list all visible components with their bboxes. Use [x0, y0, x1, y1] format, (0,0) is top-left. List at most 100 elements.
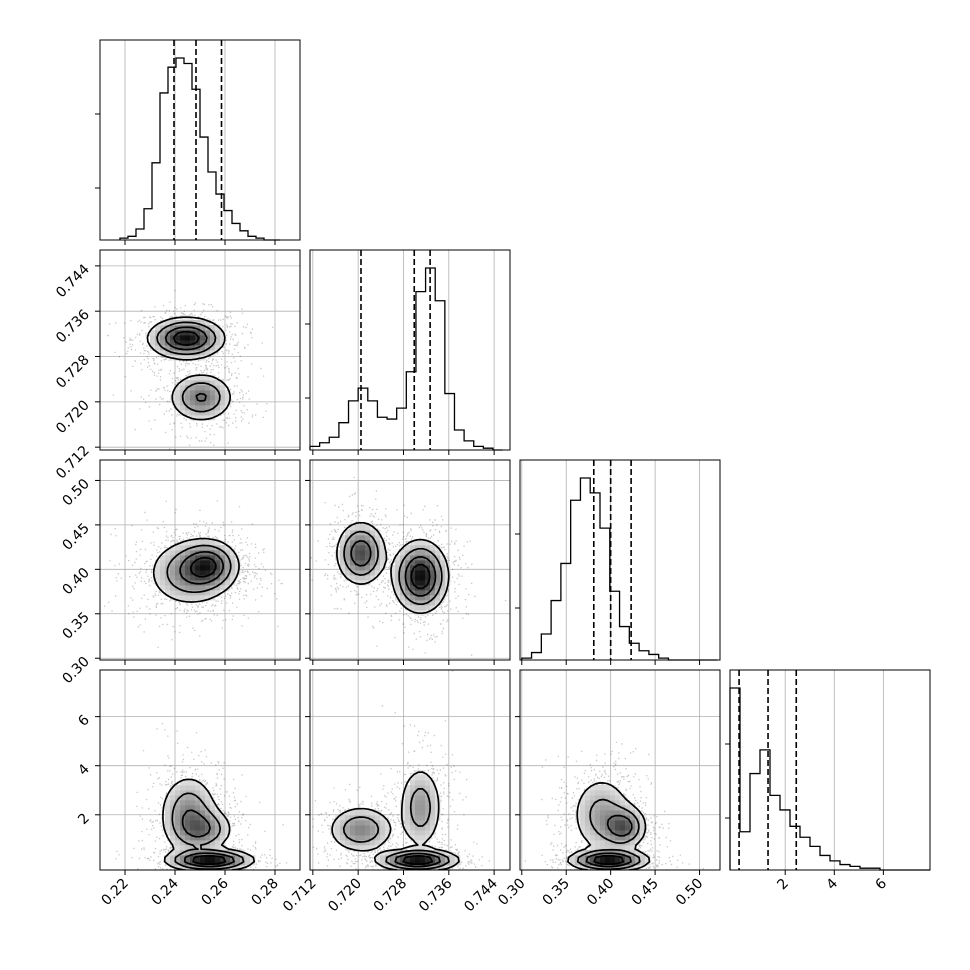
density-cell	[585, 790, 591, 796]
density-cell	[380, 545, 386, 551]
density-cell	[175, 570, 181, 576]
density-cell	[220, 555, 226, 561]
density-cell	[200, 325, 206, 331]
density-cell	[615, 795, 621, 801]
density-cell	[600, 820, 606, 826]
density-cell	[340, 830, 346, 836]
density-cell	[230, 575, 236, 581]
density-cell	[395, 590, 401, 596]
density-cell	[595, 785, 601, 791]
density-cell	[390, 575, 396, 581]
grid-lines	[124, 40, 276, 240]
density-cell	[625, 840, 631, 846]
x-tick-label: 0.712	[280, 876, 320, 916]
density-cell	[185, 380, 191, 386]
density-cell	[215, 850, 221, 856]
density-cell	[435, 600, 441, 606]
density-cell	[180, 845, 186, 851]
density-cell	[210, 810, 216, 816]
density-cell	[615, 855, 621, 861]
density-cell	[345, 810, 351, 816]
density-cell	[195, 410, 201, 416]
density-cell	[175, 840, 181, 846]
density-cell	[380, 560, 386, 566]
density-cell	[605, 840, 611, 846]
density-cell	[340, 555, 346, 561]
density-cell	[635, 865, 641, 870]
contour-line	[179, 550, 224, 585]
density-panel-1	[104, 500, 283, 648]
density-cell	[590, 795, 596, 801]
density-cell	[590, 800, 596, 806]
density-cell	[180, 380, 186, 386]
density-cell	[415, 795, 421, 801]
panel-frame	[99, 39, 301, 241]
density-cell	[185, 395, 191, 401]
density-cell	[165, 580, 171, 586]
density-cell	[420, 850, 426, 856]
density-cell	[190, 595, 196, 601]
density-cell	[200, 540, 206, 546]
density-cell	[580, 810, 586, 816]
density-cell	[350, 845, 356, 851]
density-cell	[200, 820, 206, 826]
density-cell	[425, 540, 431, 546]
density-cell	[360, 575, 366, 581]
density-cell	[180, 785, 186, 791]
density-cell	[430, 595, 436, 601]
density-cell	[615, 830, 621, 836]
density-cell	[195, 565, 201, 571]
density-cell	[425, 790, 431, 796]
density-cell	[165, 820, 171, 826]
x-tick-label: 2	[774, 876, 792, 894]
density-cell	[405, 810, 411, 816]
density-cell	[200, 835, 206, 841]
density-cell	[425, 585, 431, 591]
y-tick-label: 0.712	[53, 443, 93, 483]
density-cell	[580, 850, 586, 856]
density-cell	[155, 565, 161, 571]
density-cell	[365, 535, 371, 541]
density-cell	[205, 400, 211, 406]
density-cell	[215, 580, 221, 586]
density-cell	[195, 540, 201, 546]
density-cell	[185, 340, 191, 346]
contour-line	[593, 854, 625, 866]
density-cell	[620, 825, 626, 831]
density-cell	[620, 830, 626, 836]
density-cell	[595, 795, 601, 801]
density-cell	[435, 585, 441, 591]
density-cell	[210, 540, 216, 546]
density-cell	[195, 385, 201, 391]
density-cell	[585, 820, 591, 826]
density-cell	[405, 865, 411, 870]
density-cell	[400, 550, 406, 556]
density-cell	[430, 570, 436, 576]
density-cell	[175, 800, 181, 806]
density-cell	[600, 795, 606, 801]
density-cell	[190, 390, 196, 396]
density-cell	[195, 825, 201, 831]
density-cell	[200, 595, 206, 601]
density-cell	[440, 580, 446, 586]
density-cell	[420, 790, 426, 796]
y-tick-label: 0.720	[53, 397, 93, 437]
density-cell	[440, 565, 446, 571]
density-cell	[590, 820, 596, 826]
density-cell	[640, 860, 646, 866]
density-cell	[170, 325, 176, 331]
density-cell	[205, 345, 211, 351]
density-cell	[185, 845, 191, 851]
density-cell	[345, 555, 351, 561]
density-cell	[405, 820, 411, 826]
density-cell	[170, 560, 176, 566]
density-cell	[215, 840, 221, 846]
histogram-panel-2	[521, 460, 718, 661]
density-cell	[430, 605, 436, 611]
density-cell	[200, 385, 206, 391]
density-cell	[170, 825, 176, 831]
density-cell	[210, 560, 216, 566]
density-cell	[430, 560, 436, 566]
density-cell	[420, 835, 426, 841]
